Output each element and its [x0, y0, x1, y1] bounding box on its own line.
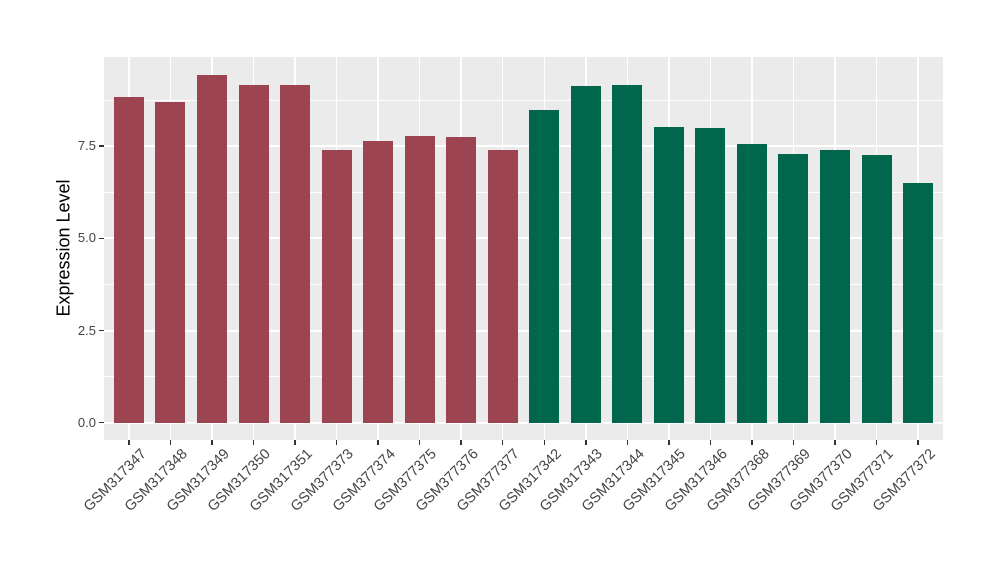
bar-GSM317349 [196, 74, 227, 423]
x-tick-mark [917, 440, 919, 445]
bar-GSM317342 [529, 110, 560, 423]
plot-panel [104, 57, 943, 440]
x-tick-mark [834, 440, 836, 445]
x-tick-mark [128, 440, 130, 445]
bar-GSM377370 [820, 149, 850, 423]
y-tick-mark [99, 237, 104, 240]
y-tick-label: 2.5 [77, 322, 96, 338]
bar-GSM317350 [238, 84, 269, 423]
bar-GSM377377 [487, 149, 518, 423]
x-tick-mark [252, 440, 255, 445]
y-tick-mark [99, 145, 104, 147]
bar-GSM317346 [695, 128, 726, 423]
x-tick-mark [792, 440, 795, 445]
minor-gridline [104, 99, 943, 101]
bar-GSM377369 [778, 154, 809, 423]
x-tick-mark [668, 440, 670, 445]
x-tick-mark [211, 440, 213, 445]
bar-GSM317344 [612, 85, 643, 423]
bar-GSM377374 [363, 140, 394, 423]
bar-GSM317351 [280, 85, 311, 423]
x-tick-mark [460, 440, 462, 445]
major-gridline [104, 237, 943, 240]
x-tick-mark [377, 440, 379, 445]
bar-GSM377372 [903, 182, 934, 423]
bar-GSM377376 [446, 136, 477, 423]
x-tick-mark [875, 440, 878, 445]
major-gridline [104, 421, 943, 424]
major-gridline [104, 329, 943, 332]
bar-GSM317348 [155, 101, 186, 423]
x-tick-mark [585, 440, 587, 445]
major-gridline [104, 145, 943, 148]
y-tick-label: 7.5 [77, 138, 96, 154]
y-tick-label: 5.0 [77, 230, 96, 246]
bar-GSM377373 [321, 149, 352, 423]
minor-gridline [104, 376, 943, 378]
x-tick-mark [543, 440, 546, 445]
bar-GSM317345 [653, 127, 684, 423]
x-tick-mark [709, 440, 712, 445]
x-tick-mark [501, 440, 504, 445]
x-tick-mark [169, 440, 172, 445]
x-tick-mark [751, 440, 753, 445]
bar-GSM377371 [861, 155, 892, 423]
bar-GSM317343 [570, 86, 601, 423]
y-tick-label: 0.0 [77, 414, 96, 430]
x-tick-mark [335, 440, 338, 445]
x-tick-mark [294, 440, 296, 445]
bar-GSM317347 [113, 96, 144, 423]
y-tick-mark [99, 421, 104, 424]
minor-gridline [104, 283, 943, 285]
y-axis-title: Expression Level [53, 179, 74, 317]
minor-gridline [104, 191, 943, 193]
bar-GSM377375 [404, 135, 435, 423]
x-tick-mark [418, 440, 421, 445]
x-tick-mark [626, 440, 629, 445]
y-tick-mark [99, 329, 104, 332]
bar-GSM377368 [736, 144, 767, 423]
